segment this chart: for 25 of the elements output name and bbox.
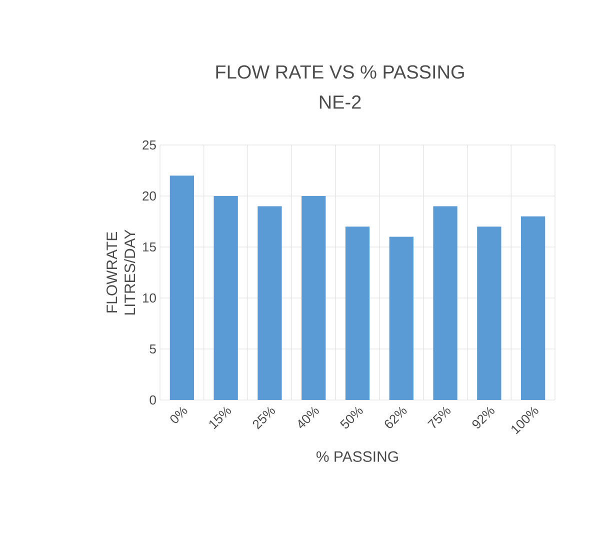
y-tick-label: 20 [142,191,156,201]
y-tick-label: 15 [142,242,156,252]
y-tick-label: 25 [142,140,156,150]
chart-subtitle: NE-2 [320,95,361,109]
chart-title: FLOW RATE VS % PASSING [216,65,464,79]
x-tick-label: 0% [170,406,188,424]
bar [389,236,414,400]
y-axis-title: FLOWRATE LITRES/DAY [106,230,136,314]
x-tick-label: 92% [472,406,494,428]
bar [345,226,370,400]
x-tick-label: 62% [384,406,407,428]
y-tick-label: 5 [150,344,156,354]
x-tick-label: 50% [340,406,363,428]
x-tick-label: 75% [427,406,451,428]
x-tick-label: 40% [298,406,319,428]
bar [302,196,326,400]
y-tick-label: 0 [150,395,156,405]
bar [170,176,194,400]
bar [433,206,458,400]
bar [520,216,546,400]
x-axis-title: % PASSING [316,451,398,462]
bar [477,226,502,400]
bar [214,196,238,400]
y-tick-label: 10 [142,293,156,303]
bar [258,206,282,400]
